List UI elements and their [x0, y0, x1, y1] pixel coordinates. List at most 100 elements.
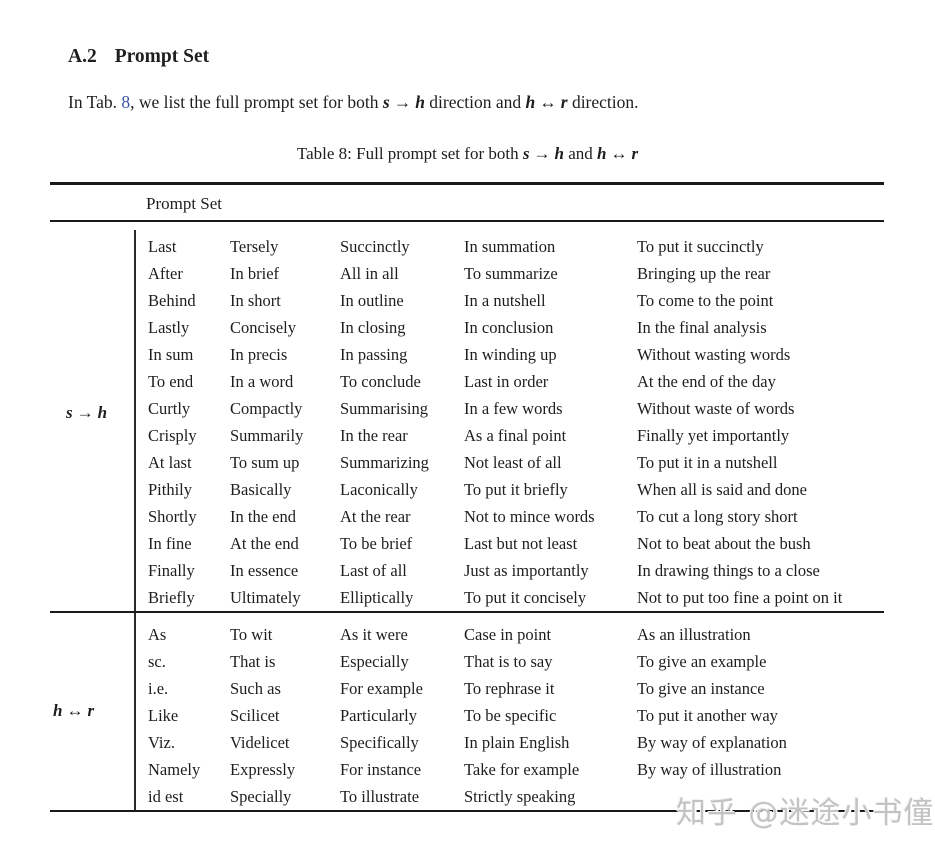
intro-paragraph: In Tab. 8, we list the full prompt set f… [68, 92, 639, 113]
prompt-cell: Curtly [148, 399, 191, 418]
table-row: At last To sum up Summarizing Not least of … [0, 449, 935, 476]
prompt-cell: All in all [340, 264, 399, 283]
prompt-cell: Summarizing [340, 453, 429, 472]
prompt-rows-group-1: Last Tersely Succinctly In summation To put … [0, 233, 935, 611]
prompt-cell: To illustrate [340, 787, 420, 806]
table-row: Curtly Compactly Summarising In a few words… [0, 395, 935, 422]
prompt-cell: To give an instance [637, 679, 765, 698]
prompt-cell: That is to say [464, 652, 553, 671]
prompt-cell: Scilicet [230, 706, 280, 725]
prompt-cell: At the end [230, 534, 299, 553]
paragraph-text: direction. [567, 92, 639, 112]
prompt-cell: As a final point [464, 426, 567, 445]
prompt-cell: Like [148, 706, 179, 725]
prompt-cell: To put it concisely [464, 588, 587, 607]
prompt-cell: Last in order [464, 372, 549, 391]
table-row: Last Tersely Succinctly In summation To put … [0, 233, 935, 260]
prompt-cell: That is [230, 652, 276, 671]
prompt-cell: Strictly speaking [464, 787, 576, 806]
prompt-cell: Expressly [230, 760, 296, 779]
prompt-cell: At the rear [340, 507, 411, 526]
prompt-cell: Not least of all [464, 453, 562, 472]
math-var-h: h [525, 92, 536, 112]
prompt-cell: To be brief [340, 534, 413, 553]
section-heading: A.2 Prompt Set [68, 46, 209, 68]
prompt-cell: In the final analysis [637, 318, 767, 337]
prompt-cell: Summarising [340, 399, 429, 418]
table-row: Briefly Ultimately Elliptically To put it c… [0, 584, 935, 611]
math-var-s: s [522, 144, 530, 163]
prompt-cell: In a word [230, 372, 294, 391]
math-var-r: r [560, 92, 568, 112]
prompt-cell: Lastly [148, 318, 190, 337]
prompt-cell: To put it succinctly [637, 237, 764, 256]
prompt-cell: To summarize [464, 264, 558, 283]
prompt-cell: Not to beat about the bush [637, 534, 811, 553]
paragraph-text: direction and [424, 92, 526, 112]
table-row: sc. That is Especially That is to say To giv… [0, 648, 935, 675]
table-rule-top [50, 182, 884, 185]
math-var-r: r [87, 701, 95, 720]
prompt-cell: To be specific [464, 706, 557, 725]
table-row: id est Specially To illustrate Strictly spe… [0, 783, 935, 810]
paragraph-text: , we list the full prompt set for both [130, 92, 383, 112]
math-var-h: h [97, 403, 108, 422]
prompt-cell: By way of illustration [637, 760, 782, 779]
prompt-cell: As it were [340, 625, 408, 644]
math-var-s: s [382, 92, 390, 112]
prompt-cell: Without wasting words [637, 345, 791, 364]
prompt-cell: In fine [148, 534, 192, 553]
math-var-s: s [66, 403, 73, 422]
prompt-cell: When all is said and done [637, 480, 807, 499]
prompt-cell: In winding up [464, 345, 557, 364]
prompt-cell: Such as [230, 679, 281, 698]
prompt-cell: At the end of the day [637, 372, 776, 391]
prompt-cell: In the rear [340, 426, 408, 445]
math-var-h: h [53, 701, 63, 720]
table-row: Like Scilicet Particularly To be specific To… [0, 702, 935, 729]
prompt-cell: To sum up [230, 453, 300, 472]
double-arrow-symbol: ↔ [539, 92, 557, 112]
table-row: Behind In short In outline In a nutshell To … [0, 287, 935, 314]
prompt-cell: Finally [148, 561, 195, 580]
prompt-cell: Concisely [230, 318, 296, 337]
prompt-cell: In conclusion [464, 318, 554, 337]
prompt-cell: To conclude [340, 372, 421, 391]
prompt-cell: Last but not least [464, 534, 578, 553]
prompt-cell: In outline [340, 291, 404, 310]
prompt-cell: Crisply [148, 426, 197, 445]
prompt-cell: For instance [340, 760, 422, 779]
prompt-cell: In precis [230, 345, 288, 364]
prompt-cell: In summation [464, 237, 556, 256]
prompt-cell: To put it another way [637, 706, 778, 725]
prompt-cell: Not to mince words [464, 507, 595, 526]
table-ref-link[interactable]: 8 [121, 92, 131, 112]
table-row: To end In a word To conclude Last in order A… [0, 368, 935, 395]
prompt-cell: Compactly [230, 399, 303, 418]
right-arrow-symbol: → [393, 92, 412, 112]
prompt-cell: Last [148, 237, 177, 256]
prompt-cell: In brief [230, 264, 280, 283]
table-row: Shortly In the end At the rear Not to mince… [0, 503, 935, 530]
prompt-cell: To put it in a nutshell [637, 453, 778, 472]
prompt-cell: Laconically [340, 480, 418, 499]
prompt-cell: In essence [230, 561, 299, 580]
prompt-cell: To wit [230, 625, 273, 644]
prompt-cell: Briefly [148, 588, 195, 607]
math-var-h: h [596, 144, 607, 163]
prompt-cell: Behind [148, 291, 196, 310]
prompt-cell: Elliptically [340, 588, 414, 607]
prompt-cell: Particularly [340, 706, 417, 725]
double-arrow-symbol: ↔ [66, 701, 84, 720]
prompt-cell: Ultimately [230, 588, 301, 607]
prompt-cell: Pithily [148, 480, 193, 499]
prompt-cell: Tersely [230, 237, 279, 256]
math-var-h: h [415, 92, 425, 112]
table-caption: Table 8: Full prompt set for both s → h an… [0, 144, 935, 164]
table-column-header: Prompt Set [146, 194, 223, 213]
prompt-cell: Viz. [148, 733, 175, 752]
table-row: Viz. Videlicet Specifically In plain Englis… [0, 729, 935, 756]
prompt-cell: Bringing up the rear [637, 264, 771, 283]
row-group-label-h-to-r: h ↔ r [53, 701, 94, 721]
